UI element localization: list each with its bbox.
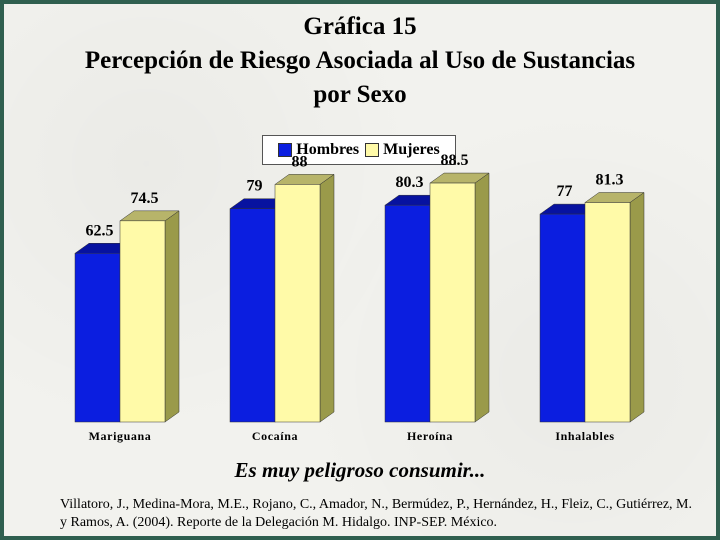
legend-label-mujeres: Mujeres (383, 141, 440, 158)
bar-cocaina-mujeres (274, 184, 321, 423)
bar-side-mariguana-mujeres (164, 210, 180, 423)
chart-title: Gráfica 15 (303, 13, 417, 40)
value-label-heroina-mujeres: 88.5 (441, 152, 469, 169)
bar-heroina-mujeres (429, 182, 476, 423)
value-label-cocaina-mujeres: 88 (292, 153, 308, 170)
value-label-mariguana-hombres: 62.5 (86, 222, 114, 239)
bar-cocaina-hombres (229, 208, 276, 423)
chart-subtitle-line-1: Percepción de Riesgo Asociada al Uso de … (84, 47, 636, 74)
bar-side-heroina-mujeres (474, 172, 490, 423)
bar-mariguana-hombres (74, 253, 121, 423)
value-label-heroina-hombres: 80.3 (396, 174, 424, 191)
bar-inhalables-hombres (539, 213, 586, 423)
bar-mariguana-mujeres (119, 220, 166, 423)
bar-side-inhalables-mujeres (629, 192, 645, 423)
legend-label-hombres: Hombres (296, 141, 360, 158)
chart-x-axis-label: Es muy peligroso consumir... (234, 458, 486, 482)
category-label-cocaina: Cocaína (252, 429, 298, 443)
value-label-mariguana-mujeres: 74.5 (131, 190, 159, 207)
bar-side-cocaina-mujeres (319, 173, 335, 423)
value-label-inhalables-hombres: 77 (557, 183, 573, 200)
chart-legend: Hombres Mujeres (262, 135, 456, 165)
legend-item-mujeres: Mujeres (365, 141, 440, 159)
category-label-mariguana: Mariguana (89, 429, 152, 443)
legend-item-hombres: Hombres (278, 141, 359, 159)
legend-swatch-hombres (278, 143, 293, 157)
source-citation: Villatoro, J., Medina-Mora, M.E., Rojano… (60, 497, 692, 530)
category-label-heroina: Heroína (407, 429, 453, 443)
bar-inhalables-mujeres (584, 202, 631, 423)
value-label-inhalables-mujeres: 81.3 (596, 171, 624, 188)
bar-heroina-hombres (384, 204, 431, 423)
legend-swatch-mujeres (365, 143, 380, 157)
chart-subtitle-line-2: por Sexo (313, 81, 407, 108)
category-label-inhalables: Inhalables (555, 429, 614, 443)
value-label-cocaina-hombres: 79 (247, 178, 263, 195)
